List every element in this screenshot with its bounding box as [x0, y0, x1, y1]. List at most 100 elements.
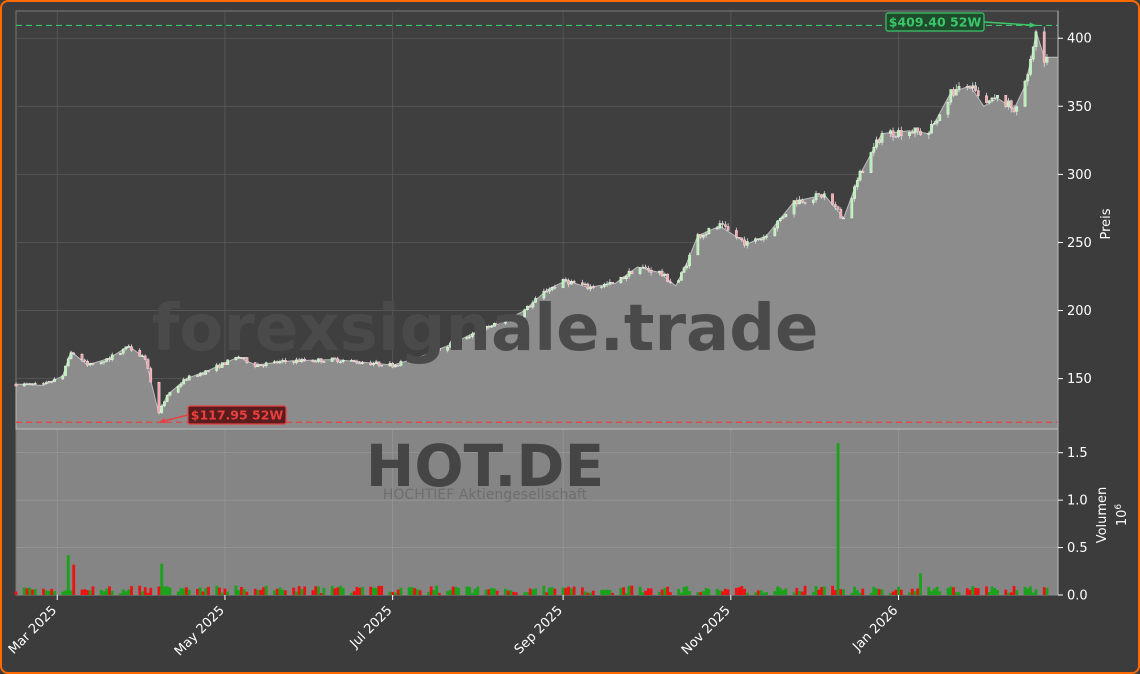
volume-bar	[317, 586, 320, 595]
volume-bar	[99, 590, 103, 595]
candle-body-down	[592, 286, 595, 288]
candle-body-up	[869, 152, 873, 173]
candle	[619, 276, 623, 284]
candle-body-down	[800, 199, 804, 203]
candle-body-up	[957, 86, 961, 90]
candle-body-up	[457, 338, 460, 342]
volume-bar	[608, 590, 612, 595]
candle	[567, 278, 570, 288]
volume-bar	[176, 591, 180, 595]
candle	[745, 238, 749, 249]
candle	[484, 325, 488, 331]
volume-bar	[141, 591, 144, 595]
company-watermark: HOCHTIEF Aktiengesellschaft	[383, 487, 588, 503]
high-52w-annotation-box	[885, 12, 985, 32]
candle	[743, 236, 746, 248]
candle	[64, 365, 67, 377]
volume-bar	[836, 443, 840, 595]
volume-bar	[531, 589, 535, 595]
watermark-text: forexsignale.trade	[152, 292, 819, 366]
volume-bar	[223, 588, 227, 595]
volume-tick-label: 1.0	[1067, 494, 1088, 509]
candle	[646, 265, 650, 273]
volume-bar	[31, 589, 34, 595]
candle	[226, 359, 230, 366]
volume-scale-label: 106	[1114, 504, 1130, 527]
candle-body-up	[600, 286, 603, 288]
candle	[240, 357, 243, 360]
candle-body-up	[449, 342, 452, 348]
candle	[435, 346, 438, 354]
volume-bar	[127, 589, 131, 595]
candle	[185, 378, 188, 382]
candle	[372, 361, 375, 367]
volume-bar	[333, 588, 337, 595]
candle-body-up	[64, 365, 67, 376]
volume-bar	[80, 589, 84, 595]
volume-bar	[704, 587, 708, 595]
candle	[201, 372, 205, 376]
candle	[14, 382, 18, 387]
candle	[976, 87, 980, 99]
candle	[548, 287, 551, 294]
candle-body-down	[861, 170, 865, 173]
candle-body-up	[913, 127, 917, 134]
candle	[47, 380, 51, 383]
volume-bar	[240, 586, 243, 595]
candle-body-down	[380, 365, 384, 367]
candle	[657, 270, 661, 276]
candle	[833, 201, 837, 210]
volume-bar	[187, 589, 191, 595]
volume-bar	[968, 589, 972, 595]
volume-bar	[284, 590, 287, 595]
price-tick-label: 400	[1067, 32, 1092, 47]
volume-bar	[583, 591, 587, 595]
candle-body-down	[572, 281, 576, 283]
candle-body-up	[1031, 46, 1035, 60]
volume-bar	[699, 592, 702, 595]
volume-bar	[204, 588, 208, 595]
candle-body-up	[781, 216, 785, 219]
candle-body-up	[1015, 106, 1019, 112]
candle-body-up	[987, 100, 991, 103]
volume-bar	[534, 588, 538, 595]
candle	[916, 127, 920, 136]
candle-body-down	[333, 357, 337, 360]
candle-body-down	[91, 363, 95, 365]
volume-tick-label: 1.5	[1067, 446, 1088, 461]
volume-bar	[361, 586, 364, 595]
candle-body-up	[718, 223, 722, 229]
candle-body-down	[820, 194, 823, 198]
candle	[701, 233, 705, 240]
candle	[817, 192, 821, 197]
candle	[759, 237, 763, 241]
candle	[88, 362, 92, 367]
candle-body-up	[399, 361, 403, 366]
candle	[685, 263, 689, 271]
candle-body-up	[484, 326, 488, 330]
candle	[196, 374, 199, 378]
candle	[682, 266, 686, 273]
candle-body-up	[374, 361, 378, 364]
candle-body-up	[416, 358, 419, 361]
volume-bar	[303, 586, 307, 595]
candle-body-up	[949, 89, 953, 103]
volume-bar	[949, 586, 953, 595]
volume-bar	[644, 590, 647, 595]
candle	[550, 286, 554, 292]
candle-body-up	[927, 133, 931, 135]
candle-body-up	[603, 283, 606, 287]
candle-body-down	[292, 361, 296, 363]
candle	[220, 362, 224, 368]
candle-body-up	[427, 354, 430, 359]
price-tick-label: 350	[1067, 100, 1092, 115]
candle-body-up	[127, 346, 131, 348]
volume-bar	[157, 586, 161, 595]
candle	[891, 127, 895, 142]
candle	[149, 366, 153, 383]
volume-bar	[237, 590, 241, 595]
volume-bar	[394, 592, 397, 595]
candle	[487, 324, 491, 330]
high-52w-annotation: $409.40 52W	[885, 12, 1037, 32]
volume-bar	[215, 585, 219, 595]
